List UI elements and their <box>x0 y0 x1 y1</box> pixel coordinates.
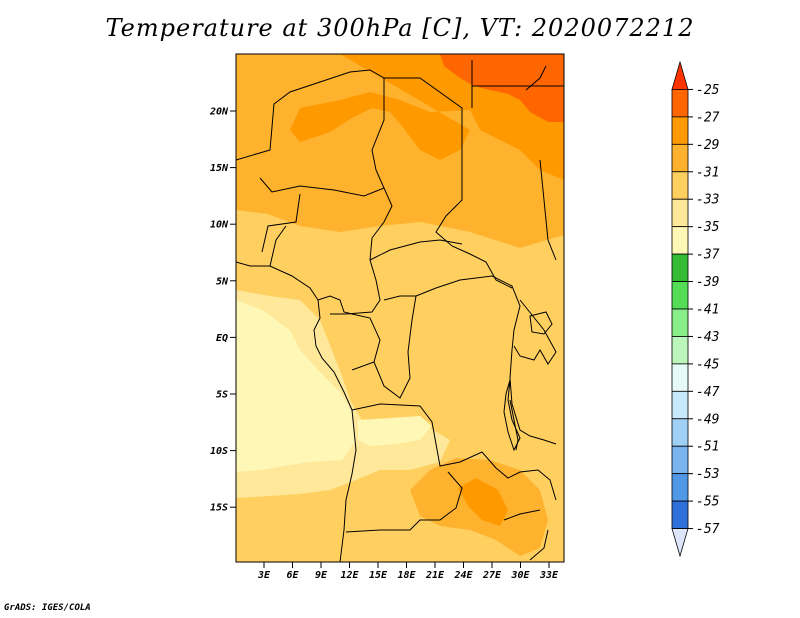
lat-tick-label: 10S <box>210 446 228 457</box>
field-region-27-south <box>458 478 508 526</box>
coastline <box>236 261 357 562</box>
colorbar-label: -43 <box>696 330 719 345</box>
map-frame <box>235 53 565 563</box>
border-2 <box>384 77 513 289</box>
lon-tick-label: 33E <box>539 570 559 581</box>
colorbar-box <box>671 89 689 118</box>
field-region-35 <box>236 300 356 472</box>
colorbar-label: -29 <box>696 138 719 153</box>
lon-tick-label: 15E <box>369 570 388 581</box>
colorbar-box <box>671 390 689 420</box>
border-6 <box>317 295 417 399</box>
border-13 <box>503 379 521 452</box>
colorbar-label: -49 <box>696 412 719 427</box>
field-region-25 <box>440 54 564 122</box>
map-title: Temperature at 300hPa [C], VT: 202007221… <box>105 14 695 42</box>
colorbar-label: -47 <box>696 385 720 400</box>
colorbar-label: -25 <box>696 83 720 98</box>
lake-victoria <box>529 311 553 335</box>
field-region-27-nw <box>290 54 470 160</box>
colorbar-bottom-triangle <box>671 528 689 558</box>
colorbar-top-triangle <box>671 60 689 90</box>
lake-tanganyika <box>509 399 519 451</box>
longitude-axis: 3E 6E 9E 12E 15E 18E 21E 24E 27E 30E 33E <box>257 562 559 581</box>
lat-tick-label: 20N <box>209 107 229 118</box>
colorbar-label: -41 <box>696 303 719 318</box>
lat-tick-label: 15S <box>210 503 228 514</box>
colorbar-box <box>671 473 689 502</box>
lon-tick-label: 6E <box>286 570 299 581</box>
lon-tick-label: 3E <box>257 570 271 581</box>
lon-tick-label: 30E <box>510 570 530 581</box>
lat-tick-label: EQ <box>216 333 228 344</box>
lon-tick-label: 21E <box>425 570 445 581</box>
lon-tick-label: 18E <box>397 570 416 581</box>
border-14 <box>503 509 549 561</box>
colorbar-label: -51 <box>696 440 719 455</box>
colorbar-label: -55 <box>696 495 720 510</box>
red-sea-coast <box>525 65 547 91</box>
border-1 <box>236 69 385 197</box>
colorbar-box <box>671 418 689 447</box>
colorbar-box <box>671 198 689 228</box>
border-9 <box>345 471 463 533</box>
colorbar-box <box>671 171 689 200</box>
border-12 <box>261 193 301 267</box>
colorbar-box <box>671 363 689 392</box>
lat-tick-label: 10N <box>210 220 229 231</box>
border-3 <box>471 60 564 108</box>
field-region-35-inner <box>358 416 432 446</box>
colorbar-label: -35 <box>696 220 720 235</box>
temperature-field <box>236 54 564 562</box>
colorbar-label: -31 <box>696 165 719 180</box>
border-8 <box>351 403 557 501</box>
colorbar-box <box>671 253 689 282</box>
colorbar-box <box>671 143 689 173</box>
colorbar: -25 -27 -29 -31 -33 -35 -37 -39 -41 -43 -45 -47 -49 -… <box>671 60 720 558</box>
lon-tick-label: 27E <box>482 570 502 581</box>
lon-tick-label: 24E <box>453 570 473 581</box>
lat-tick-label: 5N <box>216 276 229 287</box>
border-7 <box>415 275 557 445</box>
colorbar-box <box>671 336 689 365</box>
colorbar-label: -57 <box>696 522 720 537</box>
lon-tick-label: 12E <box>340 570 359 581</box>
border-10 <box>513 299 557 365</box>
colorbar-box <box>671 445 689 475</box>
lat-tick-label: 5S <box>216 390 228 401</box>
colorbar-label: -27 <box>696 110 720 125</box>
lat-tick-label: 15N <box>210 163 229 174</box>
colorbar-label: -53 <box>696 467 719 482</box>
border-4 <box>330 187 393 315</box>
colorbar-box <box>671 500 689 529</box>
border-5 <box>369 239 463 261</box>
colorbar-label: -33 <box>696 193 719 208</box>
border-11 <box>539 159 557 261</box>
colorbar-label: -45 <box>696 357 720 372</box>
colorbar-box <box>671 308 689 337</box>
colorbar-box <box>671 281 689 310</box>
field-region-29-north-edge <box>236 54 340 76</box>
colorbar-box <box>671 226 689 255</box>
latitude-axis: 20N 15N 10N 5N EQ 5S 10S 15S <box>209 107 236 514</box>
lon-tick-label: 9E <box>315 570 328 581</box>
colorbar-label: -37 <box>696 248 720 263</box>
colorbar-label: -39 <box>696 275 719 290</box>
grads-credit: GrADS: IGES/COLA <box>4 603 91 613</box>
boundaries <box>236 60 564 562</box>
colorbar-box <box>671 116 689 145</box>
